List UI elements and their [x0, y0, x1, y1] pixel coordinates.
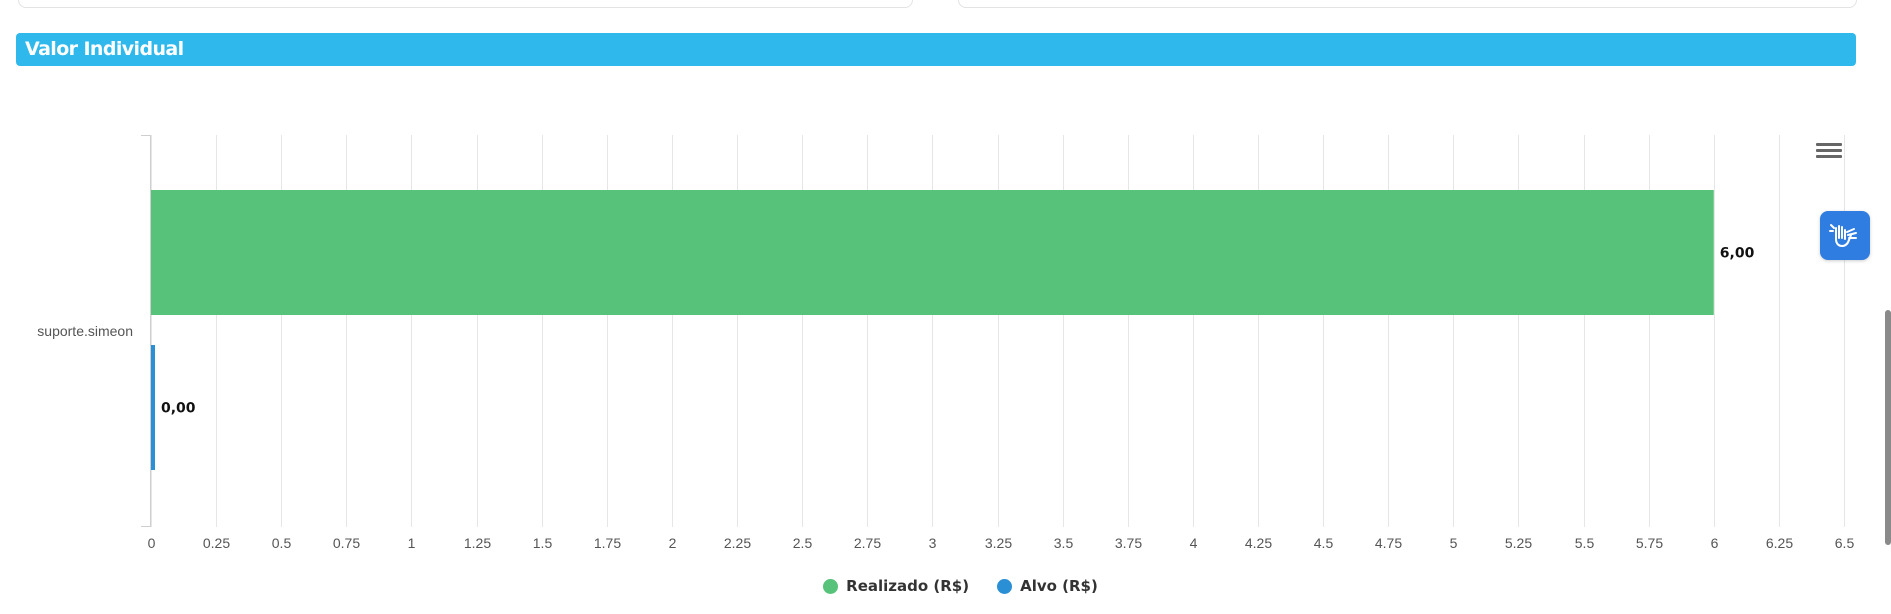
section-header: Valor Individual [16, 33, 1856, 66]
data-label: 6,00 [1720, 246, 1755, 262]
chart-axes [141, 135, 151, 527]
legend-dot-alvo [997, 578, 1013, 594]
bar-1 [151, 345, 155, 470]
x-tick-label: 5.75 [1636, 535, 1663, 551]
x-tick-label: 0.75 [333, 535, 360, 551]
x-tick-label: 0 [148, 535, 156, 551]
legend-item-alvo[interactable]: Alvo (R$) [997, 577, 1098, 595]
legend-item-realizado[interactable]: Realizado (R$) [823, 577, 969, 595]
data-label: 0,00 [161, 401, 196, 417]
accessibility-button[interactable] [1820, 211, 1870, 260]
x-tick-label: 5.5 [1575, 535, 1595, 551]
x-tick-label: 3.25 [985, 535, 1012, 551]
x-tick-label: 3 [929, 535, 937, 551]
x-tick-label: 1 [408, 535, 416, 551]
legend-label-realizado: Realizado (R$) [846, 577, 970, 595]
chart-bars [151, 190, 1714, 470]
legend-dot-realizado [823, 578, 839, 594]
x-tick-label: 0.25 [203, 535, 230, 551]
x-tick-label: 4.5 [1314, 535, 1334, 551]
x-tick-label: 6.5 [1835, 535, 1855, 551]
x-tick-label: 4.25 [1245, 535, 1272, 551]
x-tick-label: 2.25 [724, 535, 751, 551]
x-tick-label: 2.5 [793, 535, 813, 551]
sign-language-hands-icon [1829, 223, 1857, 247]
x-tick-label: 2 [669, 535, 677, 551]
x-tick-label: 1.25 [464, 535, 491, 551]
x-tick-label: 5.25 [1505, 535, 1532, 551]
x-tick-label: 5 [1450, 535, 1458, 551]
x-tick-label: 6.25 [1766, 535, 1793, 551]
legend-label-alvo: Alvo (R$) [1020, 577, 1098, 595]
x-tick-label: 2.75 [854, 535, 881, 551]
section-title: Valor Individual [25, 38, 184, 60]
x-tick-label: 6 [1711, 535, 1719, 551]
x-tick-label: 4.75 [1375, 535, 1402, 551]
menu-line [1816, 148, 1842, 152]
x-tick-label: 3.5 [1054, 535, 1074, 551]
menu-line [1816, 142, 1842, 146]
chart-legend: Realizado (R$) Alvo (R$) [0, 575, 1891, 597]
menu-line [1816, 154, 1842, 158]
bar-0 [151, 190, 1714, 315]
x-tick-label: 4 [1190, 535, 1198, 551]
x-tick-label: 0.5 [272, 535, 292, 551]
chart-menu-icon[interactable] [1816, 138, 1842, 162]
x-tick-label: 1.5 [533, 535, 553, 551]
y-category-label: suporte.simeon [37, 323, 133, 339]
chart-labels: 0 0.25 0.5 0.75 1 1.25 1.5 1.75 2 2.25 2.5 2.75 3 3.2… [37, 246, 1854, 552]
x-tick-label: 3.75 [1115, 535, 1142, 551]
scrollbar-thumb[interactable] [1885, 310, 1891, 545]
x-tick-label: 1.75 [594, 535, 621, 551]
